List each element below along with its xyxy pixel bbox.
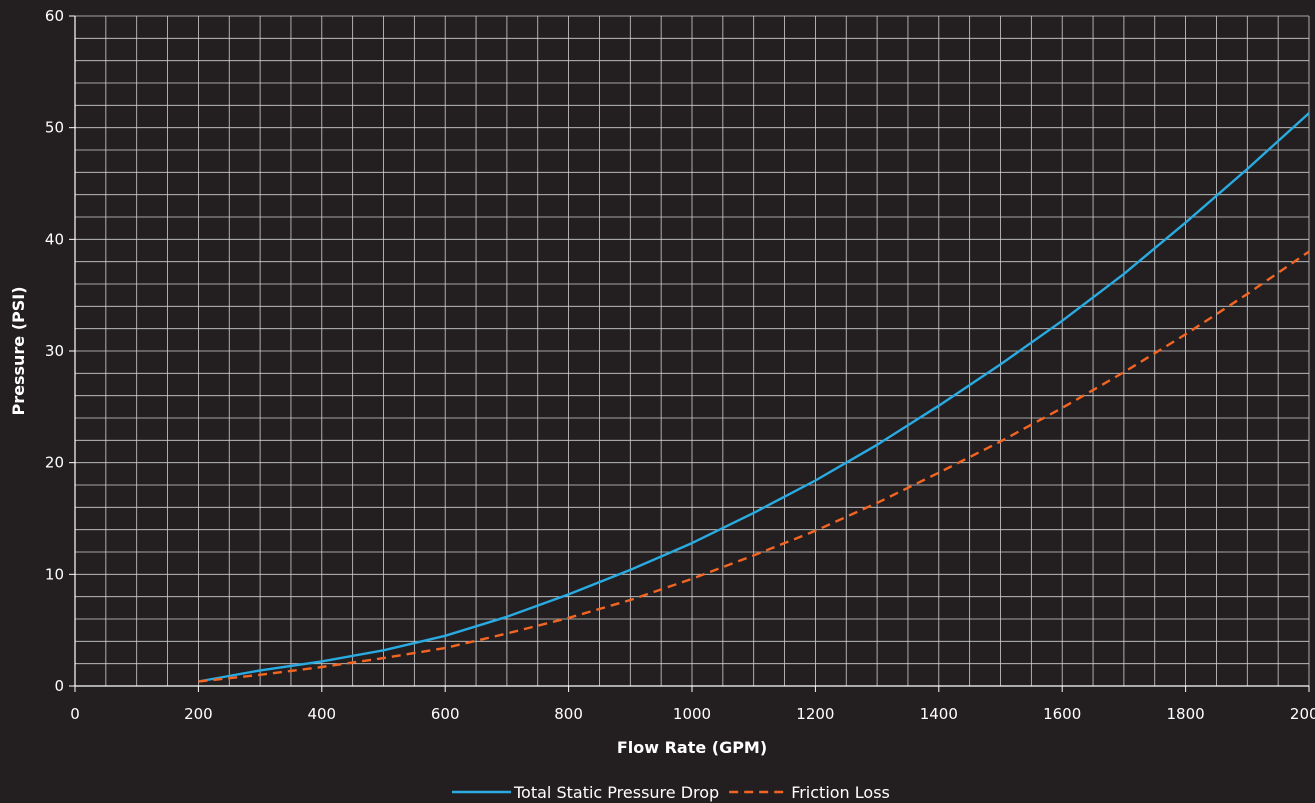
y-tick-label: 40 (45, 230, 64, 248)
y-tick-label: 50 (45, 119, 64, 137)
y-tick-label: 60 (45, 7, 64, 25)
legend-label-0: Total Static Pressure Drop (513, 783, 719, 802)
x-tick-label: 800 (554, 705, 583, 723)
y-tick-label: 20 (45, 454, 64, 472)
y-axis-title: Pressure (PSI) (9, 286, 28, 415)
x-tick-label: 400 (307, 705, 336, 723)
legend-label-1: Friction Loss (791, 783, 890, 802)
x-tick-label: 1000 (673, 705, 711, 723)
y-tick-labels: 0 10 20 30 40 50 60 (45, 7, 75, 695)
x-axis-title: Flow Rate (GPM) (617, 738, 767, 757)
legend: Total Static Pressure Drop Friction Loss (452, 783, 890, 802)
y-tick-label: 30 (45, 342, 64, 360)
x-tick-label: 1600 (1043, 705, 1081, 723)
series-line-1 (198, 250, 1310, 683)
x-tick-label: 1800 (1167, 705, 1205, 723)
y-tick-label: 10 (45, 565, 64, 583)
series-line-0 (198, 112, 1310, 683)
x-tick-label: 1200 (796, 705, 834, 723)
x-tick-label: 200 (184, 705, 213, 723)
grid (74, 15, 1310, 687)
x-tick-label: 600 (431, 705, 460, 723)
x-tick-label: 0 (70, 705, 80, 723)
series-lines (198, 112, 1310, 683)
x-tick-label: 1400 (920, 705, 958, 723)
y-tick-label: 0 (54, 677, 64, 695)
